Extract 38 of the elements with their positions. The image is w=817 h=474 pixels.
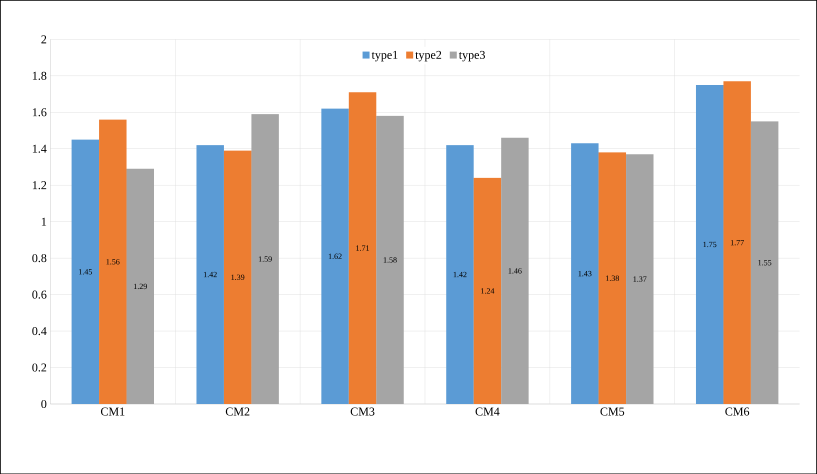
bar — [598, 152, 626, 404]
bar — [196, 144, 224, 404]
bar — [126, 168, 154, 404]
y-tick-label: 0 — [41, 400, 46, 408]
bar — [321, 108, 349, 404]
bar — [376, 116, 404, 404]
bar — [723, 81, 751, 404]
bar — [348, 92, 376, 404]
legend-label: type3 — [458, 50, 485, 62]
y-tick-label: 2 — [41, 35, 46, 44]
y-tick-label: 0.8 — [32, 254, 46, 262]
y-tick-label: 0.4 — [32, 326, 47, 335]
x-tick-label: CM4 — [476, 407, 500, 416]
legend-label: type2 — [415, 50, 442, 62]
bar — [224, 150, 252, 404]
legend-label: type1 — [372, 50, 398, 62]
bar — [571, 143, 599, 404]
bar — [501, 138, 529, 404]
bar — [251, 114, 279, 404]
bar — [696, 84, 724, 404]
bar — [446, 144, 474, 404]
x-tick-label: CM2 — [226, 407, 250, 416]
bar — [626, 154, 654, 404]
bar — [750, 121, 778, 404]
x-tick-label: CM5 — [600, 407, 624, 416]
y-tick-label: 1 — [42, 218, 46, 226]
bar — [72, 139, 100, 404]
bar — [474, 178, 502, 404]
y-tick-label: 1.8 — [32, 72, 46, 80]
y-tick-label: 1.4 — [32, 144, 47, 153]
y-tick-label: 1.6 — [32, 108, 46, 116]
y-tick-label: 1.2 — [32, 181, 46, 190]
x-tick-label: CM6 — [725, 407, 750, 416]
y-tick-label: 0.2 — [32, 363, 46, 372]
x-tick-label: CM1 — [100, 407, 124, 416]
x-tick-label: CM3 — [350, 407, 374, 416]
y-tick-label: 0.6 — [32, 290, 46, 299]
bar — [99, 119, 127, 404]
